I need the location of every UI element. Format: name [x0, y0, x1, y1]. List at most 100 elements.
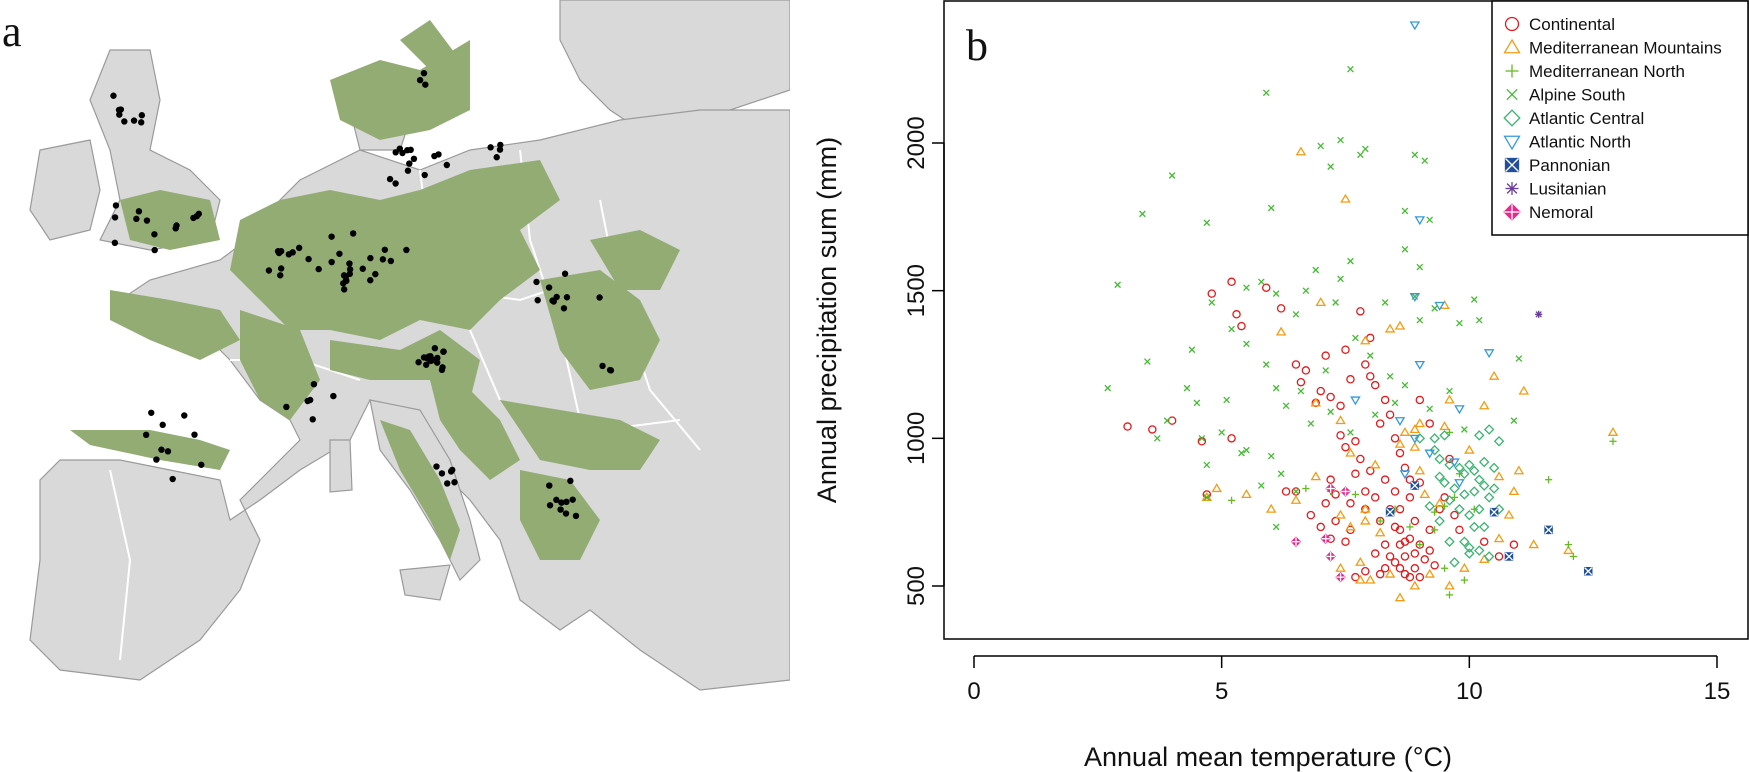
- data-point: [1346, 375, 1355, 384]
- data-point: [1416, 541, 1424, 549]
- data-point: [1243, 446, 1250, 454]
- data-point: [1434, 453, 1445, 465]
- data-point: [1459, 468, 1470, 480]
- data-point: [1563, 545, 1574, 555]
- data-point: [1381, 299, 1389, 306]
- data-point: [1292, 488, 1300, 495]
- data-point: [1440, 502, 1449, 510]
- legend-marker: [1504, 157, 1520, 173]
- data-point: [1385, 552, 1395, 561]
- data-point: [1218, 429, 1226, 436]
- data-point: [1483, 424, 1495, 435]
- data-point: [1564, 541, 1572, 549]
- data-point: [1302, 287, 1310, 295]
- data-point: [1390, 434, 1400, 443]
- data-point: [1326, 475, 1335, 484]
- data-point: [1426, 405, 1434, 413]
- data-point: [1607, 427, 1619, 436]
- data-point: [1431, 305, 1438, 312]
- y-axis: 500 1000 1500 2000: [903, 116, 945, 606]
- data-point: [1203, 219, 1211, 227]
- map-site-point: [560, 305, 568, 312]
- data-point: [1310, 397, 1322, 407]
- data-point: [1243, 284, 1250, 292]
- data-point: [1360, 503, 1371, 513]
- data-point: [1429, 444, 1440, 456]
- data-point: [1411, 151, 1419, 159]
- data-point: [1431, 526, 1439, 534]
- map-land-shape: [29, 139, 101, 241]
- x-tick: 0: [967, 656, 981, 705]
- map-site-point: [545, 284, 553, 291]
- data-point: [1341, 537, 1350, 546]
- data-point: [1148, 425, 1157, 434]
- data-point: [1355, 574, 1366, 584]
- map-site-point: [191, 431, 198, 438]
- legend-label: Mediterranean North: [1529, 62, 1685, 81]
- data-point: [1395, 448, 1405, 458]
- panel-label-a: a: [2, 7, 22, 56]
- data-point: [1203, 494, 1211, 501]
- data-point: [1444, 495, 1455, 506]
- legend-marker: [1503, 203, 1521, 221]
- data-point: [1445, 591, 1454, 599]
- data-point: [1374, 527, 1386, 537]
- data-point: [1335, 509, 1346, 519]
- series: [1535, 310, 1543, 318]
- map-site-point: [372, 270, 379, 278]
- series: [1227, 428, 1617, 599]
- data-point: [1227, 496, 1236, 504]
- data-point: [1409, 580, 1421, 590]
- map-site-point: [151, 246, 158, 254]
- data-point: [1434, 301, 1445, 311]
- map-site-point: [340, 280, 347, 287]
- map-site-point: [550, 298, 557, 305]
- series: [1290, 483, 1351, 583]
- data-point: [1380, 540, 1390, 549]
- map-site-point: [606, 366, 614, 374]
- data-point: [1469, 486, 1480, 497]
- map-forest-patch: [430, 380, 520, 480]
- legend-label: Atlantic Central: [1529, 109, 1644, 128]
- data-point: [1439, 477, 1450, 488]
- map-forest-patch: [230, 160, 560, 340]
- data-point: [1508, 486, 1520, 496]
- data-point: [1306, 510, 1316, 520]
- data-point: [1267, 204, 1275, 212]
- data-point: [1265, 503, 1277, 513]
- data-point: [1509, 540, 1519, 549]
- map-site-point: [392, 180, 399, 187]
- map-site-point: [444, 480, 451, 487]
- data-point: [1352, 334, 1359, 342]
- data-point: [1474, 474, 1485, 485]
- data-point: [1228, 325, 1235, 333]
- x-tick: 5: [1215, 656, 1228, 705]
- data-point: [1460, 576, 1468, 584]
- map-site-point: [305, 255, 312, 263]
- data-point: [1340, 486, 1351, 497]
- map-site-point: [283, 403, 290, 411]
- data-point: [1167, 416, 1177, 425]
- data-point: [1307, 420, 1315, 427]
- data-point: [1380, 564, 1390, 573]
- legend-entry: Atlantic North: [1503, 133, 1631, 152]
- data-point: [1544, 476, 1553, 484]
- legend-label: Pannonian: [1529, 156, 1610, 175]
- map-forest-patch: [330, 330, 480, 400]
- map-site-point: [449, 466, 456, 474]
- data-point: [1139, 210, 1146, 218]
- map-site-point: [143, 217, 151, 224]
- legend-entry: Atlantic Central: [1503, 109, 1644, 128]
- data-point: [1341, 442, 1350, 452]
- map-site-point: [415, 359, 422, 366]
- map-site-point: [563, 498, 570, 506]
- data-point: [1544, 525, 1553, 535]
- map-site-point: [381, 246, 389, 253]
- data-point: [1301, 366, 1311, 375]
- panel-label-b: b: [966, 21, 988, 70]
- map-site-point: [195, 210, 203, 218]
- data-point: [1350, 396, 1361, 406]
- legend-marker: [1505, 182, 1519, 195]
- data-point: [1455, 525, 1464, 535]
- data-point: [1371, 411, 1379, 419]
